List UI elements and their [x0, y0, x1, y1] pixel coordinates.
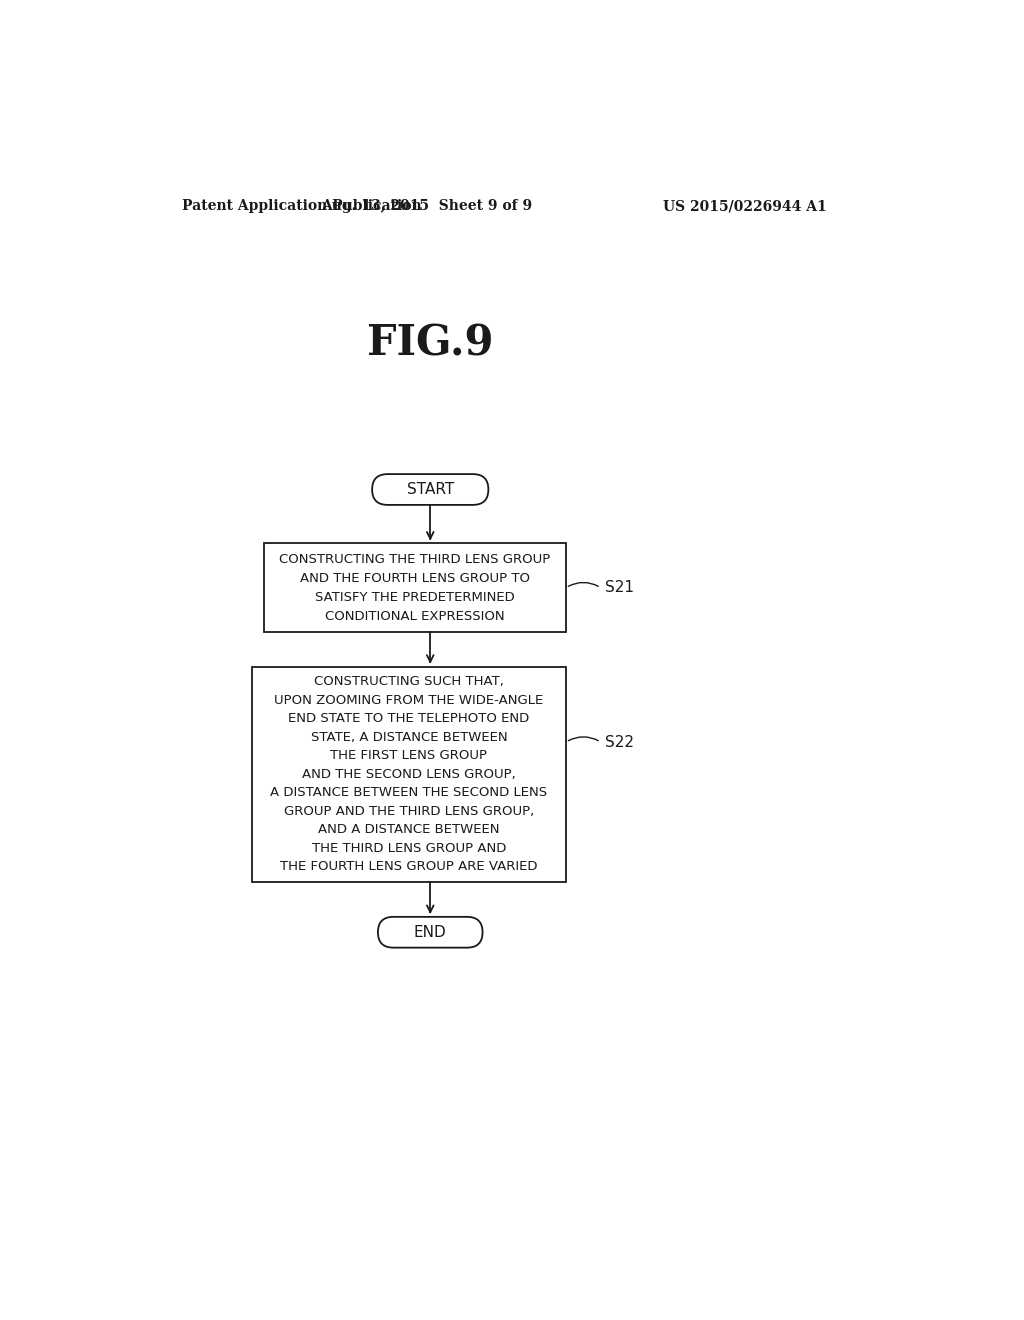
Text: S21: S21	[604, 581, 634, 595]
Text: Patent Application Publication: Patent Application Publication	[182, 199, 422, 213]
Text: CONSTRUCTING THE THIRD LENS GROUP
AND THE FOURTH LENS GROUP TO
SATISFY THE PREDE: CONSTRUCTING THE THIRD LENS GROUP AND TH…	[280, 553, 550, 623]
Text: Aug. 13, 2015  Sheet 9 of 9: Aug. 13, 2015 Sheet 9 of 9	[321, 199, 531, 213]
Text: US 2015/0226944 A1: US 2015/0226944 A1	[663, 199, 826, 213]
Text: CONSTRUCTING SUCH THAT,
UPON ZOOMING FROM THE WIDE-ANGLE
END STATE TO THE TELEPH: CONSTRUCTING SUCH THAT, UPON ZOOMING FRO…	[270, 676, 548, 874]
Bar	[263, 544, 566, 632]
FancyBboxPatch shape	[372, 474, 488, 506]
Text: FIG.9: FIG.9	[367, 322, 494, 364]
Text: START: START	[407, 482, 454, 498]
Text: END: END	[414, 925, 446, 940]
FancyBboxPatch shape	[378, 917, 482, 948]
Text: S22: S22	[604, 734, 634, 750]
Bar	[252, 667, 566, 882]
